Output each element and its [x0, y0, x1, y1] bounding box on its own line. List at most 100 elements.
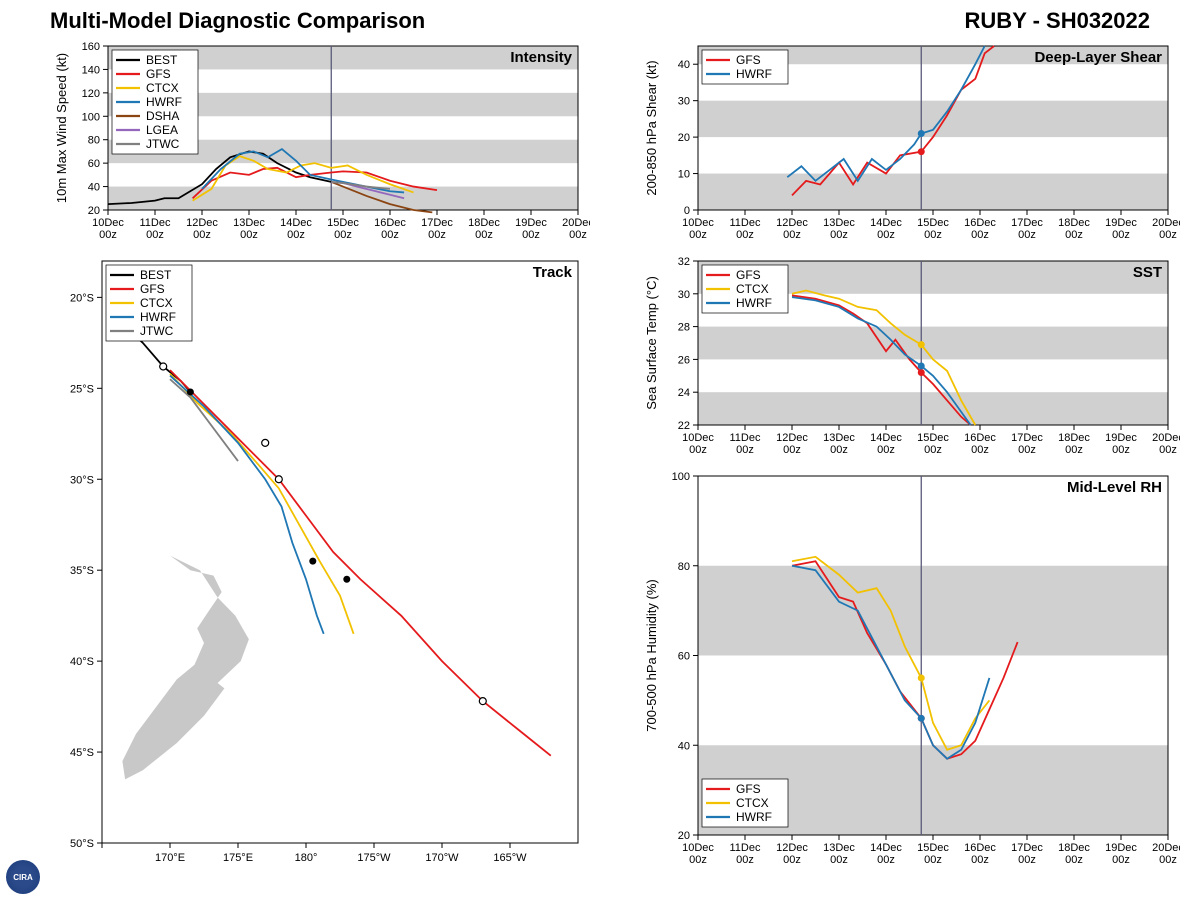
- svg-text:30: 30: [678, 96, 690, 108]
- svg-text:16Dec: 16Dec: [964, 217, 996, 229]
- svg-text:16Dec: 16Dec: [964, 432, 996, 444]
- svg-text:00z: 00z: [193, 229, 211, 241]
- svg-text:SST: SST: [1133, 264, 1162, 281]
- svg-text:40: 40: [88, 182, 100, 194]
- svg-text:00z: 00z: [689, 444, 707, 456]
- svg-text:10Dec: 10Dec: [682, 217, 714, 229]
- svg-text:00z: 00z: [924, 444, 942, 456]
- svg-text:00z: 00z: [475, 229, 493, 241]
- svg-text:13Dec: 13Dec: [823, 842, 855, 854]
- svg-text:18Dec: 18Dec: [468, 217, 500, 229]
- svg-text:15Dec: 15Dec: [327, 217, 359, 229]
- svg-text:00z: 00z: [924, 229, 942, 241]
- svg-text:160: 160: [82, 41, 100, 53]
- svg-text:00z: 00z: [1112, 854, 1130, 866]
- svg-text:CTCX: CTCX: [140, 296, 173, 310]
- svg-text:18Dec: 18Dec: [1058, 842, 1090, 854]
- svg-text:11Dec: 11Dec: [140, 217, 171, 229]
- svg-text:00z: 00z: [428, 229, 446, 241]
- svg-text:00z: 00z: [877, 444, 895, 456]
- svg-text:26: 26: [678, 354, 690, 366]
- svg-text:28: 28: [678, 322, 690, 334]
- svg-text:00z: 00z: [1112, 444, 1130, 456]
- svg-text:40: 40: [678, 59, 690, 71]
- svg-text:00z: 00z: [381, 229, 399, 241]
- sst-panel: 22242628303210Dec00z11Dec00z12Dec00z13De…: [640, 253, 1180, 463]
- svg-text:00z: 00z: [1018, 444, 1036, 456]
- svg-text:45°S: 45°S: [70, 747, 94, 759]
- svg-text:00z: 00z: [830, 854, 848, 866]
- svg-text:Track: Track: [533, 264, 573, 281]
- svg-text:00z: 00z: [830, 229, 848, 241]
- svg-text:GFS: GFS: [140, 282, 165, 296]
- svg-text:00z: 00z: [146, 229, 164, 241]
- svg-text:165°W: 165°W: [493, 852, 527, 864]
- svg-text:20Dec: 20Dec: [562, 217, 590, 229]
- svg-text:20: 20: [678, 132, 690, 144]
- svg-text:10Dec: 10Dec: [682, 432, 714, 444]
- cira-logo: CIRA: [6, 860, 40, 894]
- svg-text:00z: 00z: [522, 229, 540, 241]
- svg-text:175°E: 175°E: [223, 852, 253, 864]
- rh-panel: 2040608010010Dec00z11Dec00z12Dec00z13Dec…: [640, 468, 1180, 873]
- svg-text:JTWC: JTWC: [140, 324, 174, 338]
- svg-text:11Dec: 11Dec: [730, 842, 761, 854]
- svg-text:13Dec: 13Dec: [823, 432, 855, 444]
- svg-text:200-850 hPa Shear (kt): 200-850 hPa Shear (kt): [644, 60, 659, 195]
- svg-text:180°: 180°: [295, 852, 318, 864]
- svg-text:12Dec: 12Dec: [776, 217, 808, 229]
- svg-text:CTCX: CTCX: [146, 81, 179, 95]
- svg-text:00z: 00z: [783, 444, 801, 456]
- svg-text:14Dec: 14Dec: [280, 217, 312, 229]
- svg-text:Intensity: Intensity: [510, 49, 572, 66]
- svg-text:00z: 00z: [334, 229, 352, 241]
- svg-text:50°S: 50°S: [70, 838, 94, 850]
- svg-text:17Dec: 17Dec: [1011, 842, 1043, 854]
- svg-text:CTCX: CTCX: [736, 282, 769, 296]
- svg-text:60: 60: [678, 651, 690, 663]
- svg-text:DSHA: DSHA: [146, 109, 179, 123]
- svg-text:00z: 00z: [736, 229, 754, 241]
- svg-text:Sea Surface Temp (°C): Sea Surface Temp (°C): [644, 276, 659, 410]
- svg-text:15Dec: 15Dec: [917, 217, 949, 229]
- svg-text:HWRF: HWRF: [736, 810, 772, 824]
- svg-text:16Dec: 16Dec: [964, 842, 996, 854]
- svg-text:18Dec: 18Dec: [1058, 217, 1090, 229]
- svg-text:00z: 00z: [971, 854, 989, 866]
- logo-badge: CIRA: [6, 860, 40, 894]
- svg-text:175°W: 175°W: [357, 852, 391, 864]
- svg-text:10Dec: 10Dec: [682, 842, 714, 854]
- svg-text:00z: 00z: [971, 229, 989, 241]
- svg-text:HWRF: HWRF: [736, 296, 772, 310]
- svg-text:00z: 00z: [689, 854, 707, 866]
- svg-text:32: 32: [678, 256, 690, 268]
- svg-text:BEST: BEST: [140, 268, 172, 282]
- svg-text:11Dec: 11Dec: [730, 217, 761, 229]
- svg-text:100: 100: [82, 111, 100, 123]
- track-panel: 20°S25°S30°S35°S40°S45°S50°S170°E175°E18…: [50, 253, 590, 873]
- svg-text:Deep-Layer Shear: Deep-Layer Shear: [1034, 49, 1162, 66]
- page-title-left: Multi-Model Diagnostic Comparison: [50, 8, 425, 34]
- svg-text:24: 24: [678, 387, 690, 399]
- svg-text:00z: 00z: [1018, 854, 1036, 866]
- svg-text:00z: 00z: [830, 444, 848, 456]
- svg-text:40: 40: [678, 740, 690, 752]
- svg-text:00z: 00z: [877, 854, 895, 866]
- svg-text:GFS: GFS: [146, 67, 171, 81]
- svg-text:19Dec: 19Dec: [1105, 432, 1137, 444]
- svg-text:Mid-Level RH: Mid-Level RH: [1067, 479, 1162, 496]
- svg-text:CTCX: CTCX: [736, 796, 769, 810]
- svg-text:25°S: 25°S: [70, 383, 94, 395]
- svg-text:HWRF: HWRF: [140, 310, 176, 324]
- svg-text:00z: 00z: [287, 229, 305, 241]
- svg-text:700-500 hPa Humidity (%): 700-500 hPa Humidity (%): [644, 579, 659, 731]
- svg-text:00z: 00z: [99, 229, 117, 241]
- svg-text:13Dec: 13Dec: [233, 217, 265, 229]
- svg-text:12Dec: 12Dec: [186, 217, 218, 229]
- svg-text:00z: 00z: [569, 229, 587, 241]
- svg-text:GFS: GFS: [736, 782, 761, 796]
- svg-text:15Dec: 15Dec: [917, 842, 949, 854]
- svg-text:GFS: GFS: [736, 268, 761, 282]
- svg-text:20Dec: 20Dec: [1152, 217, 1180, 229]
- svg-text:120: 120: [82, 88, 100, 100]
